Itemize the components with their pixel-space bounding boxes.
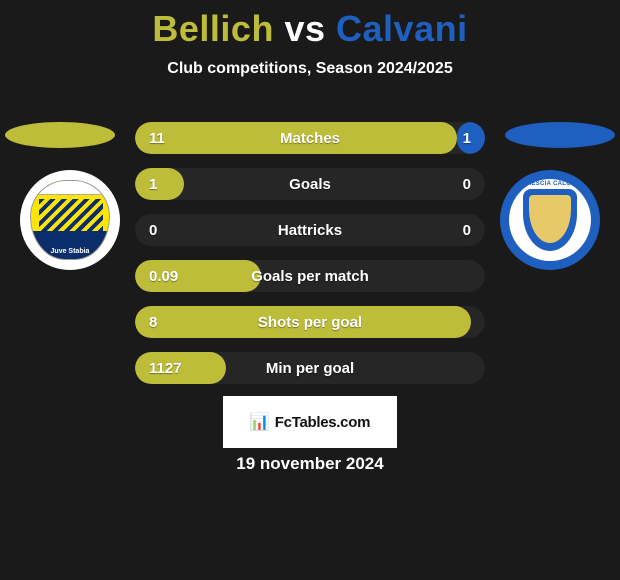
club-badge-right: BRESCIA CALCIO: [500, 170, 600, 270]
player2-name: Calvani: [336, 8, 468, 49]
stat-row: Min per goal1127: [135, 352, 485, 384]
club-badge-left: [20, 170, 120, 270]
stat-value-right: 1: [463, 122, 471, 154]
stat-bars: Matches111Goals10Hattricks00Goals per ma…: [135, 122, 485, 398]
stat-value-right: 0: [463, 214, 471, 246]
brescia-crest-icon: BRESCIA CALCIO: [509, 179, 591, 261]
stat-row: Hattricks0 0: [135, 214, 485, 246]
stat-value-left: 1127: [149, 352, 182, 384]
stat-value-left: 0.09: [149, 260, 178, 292]
stat-row: Matches111: [135, 122, 485, 154]
stat-label: Shots per goal: [135, 306, 485, 338]
stat-value-left: 0: [149, 214, 157, 246]
player2-color-ellipse: [505, 122, 615, 148]
juve-stabia-crest-icon: [30, 180, 110, 260]
stat-label: Hattricks: [135, 214, 485, 246]
player1-name: Bellich: [152, 8, 274, 49]
stat-value-left: 11: [149, 122, 165, 154]
stat-row: Shots per goal8: [135, 306, 485, 338]
stat-label: Goals per match: [135, 260, 485, 292]
stat-value-right: 0: [463, 168, 471, 200]
stat-label: Min per goal: [135, 352, 485, 384]
stat-row: Goals per match0.09: [135, 260, 485, 292]
subtitle: Club competitions, Season 2024/2025: [0, 60, 620, 78]
watermark-text: FcTables.com: [275, 414, 370, 431]
watermark: 📊 FcTables.com: [223, 396, 397, 448]
chart-icon: 📊: [250, 412, 270, 432]
vs-label: vs: [284, 8, 325, 49]
stat-label: Matches: [135, 122, 485, 154]
player1-color-ellipse: [5, 122, 115, 148]
stat-row: Goals1 0: [135, 168, 485, 200]
date: 19 november 2024: [0, 454, 620, 474]
stat-value-left: 1: [149, 168, 157, 200]
stat-label: Goals: [135, 168, 485, 200]
stat-value-left: 8: [149, 306, 157, 338]
page-title: Bellich vs Calvani: [0, 0, 620, 50]
